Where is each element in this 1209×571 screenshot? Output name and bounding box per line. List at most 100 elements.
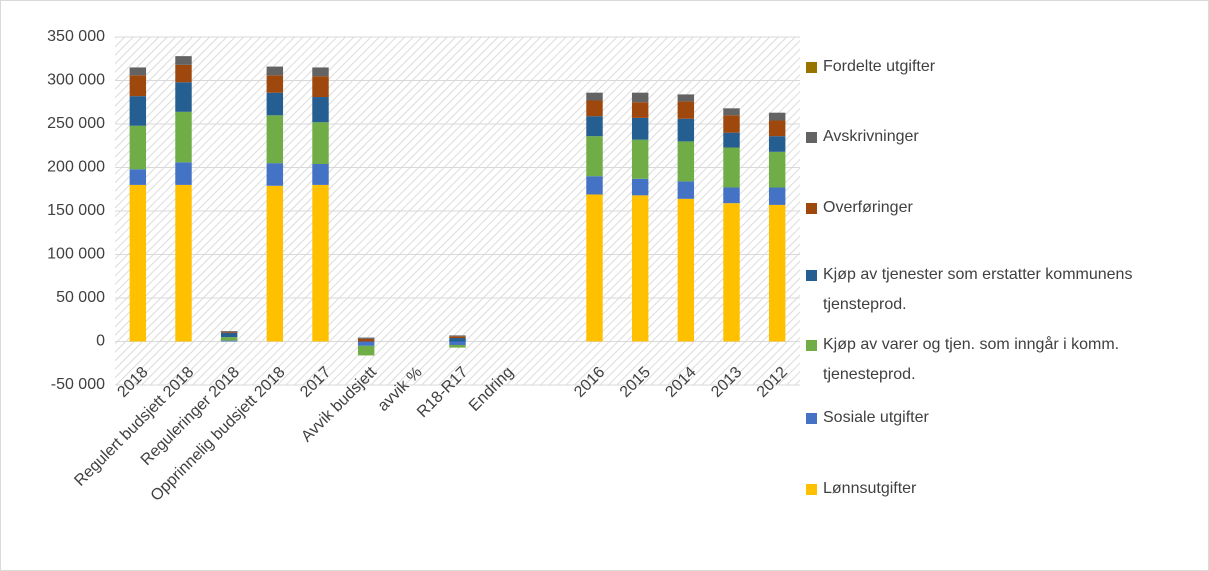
bar-segment — [312, 184, 329, 342]
y-tick-label: 200 000 — [47, 159, 105, 176]
bar-segment — [677, 118, 695, 142]
legend-swatch — [806, 484, 817, 495]
bar-segment — [723, 108, 740, 116]
legend-swatch — [806, 203, 817, 214]
bar-segment — [677, 141, 695, 182]
bar-segment — [768, 112, 786, 121]
bar-segment — [449, 336, 466, 339]
y-tick-label: 50 000 — [56, 289, 105, 306]
bar-segment — [220, 337, 238, 341]
bar-segment — [266, 163, 284, 186]
bar-segment — [175, 184, 192, 342]
bar-segment — [449, 344, 466, 348]
bar-segment — [129, 184, 147, 342]
bar-segment — [631, 117, 649, 140]
legend-item: Kjøp av tjenester som erstatter kommunen… — [806, 260, 1166, 320]
bar-segment — [312, 164, 329, 185]
bar-segment — [312, 67, 329, 77]
bar-segment — [357, 337, 375, 339]
y-tick-label: 0 — [96, 333, 105, 350]
bar-segment — [768, 204, 786, 342]
bar-segment — [129, 96, 147, 126]
bar-segment — [449, 338, 466, 342]
bar-segment — [768, 187, 786, 205]
bar-segment — [357, 338, 375, 342]
legend-item: Kjøp av varer og tjen. som inngår i komm… — [806, 330, 1166, 390]
legend-label: Avskrivninger — [823, 128, 919, 145]
bar-segment — [266, 66, 284, 76]
bar-segment — [175, 56, 192, 65]
legend-item: Avskrivninger — [806, 122, 1166, 152]
bar-segment — [723, 115, 740, 133]
bar-segment — [768, 120, 786, 137]
y-tick-label: -50 000 — [51, 376, 105, 393]
bar-segment — [449, 335, 466, 337]
legend-swatch — [806, 340, 817, 351]
bar-segment — [175, 111, 192, 163]
bar-segment — [768, 136, 786, 152]
bar-segment — [723, 203, 740, 342]
bar-segment — [723, 147, 740, 188]
bar-segment — [129, 169, 147, 185]
bar-segment — [723, 187, 740, 204]
y-tick-label: 100 000 — [47, 246, 105, 263]
bar-segment — [175, 82, 192, 112]
bar-segment — [312, 76, 329, 98]
legend-label: Kjøp av varer og tjen. som inngår i komm… — [823, 336, 1120, 383]
bar-segment — [631, 92, 649, 103]
bar-segment — [677, 94, 695, 102]
bar-segment — [129, 125, 147, 170]
bar-segment — [220, 331, 238, 332]
legend-item: Lønnsutgifter — [806, 474, 1166, 504]
bar-segment — [631, 178, 649, 196]
legend-swatch — [806, 270, 817, 281]
y-tick-label: 150 000 — [47, 202, 105, 219]
bar-segment — [677, 198, 695, 342]
bar-segment — [175, 162, 192, 185]
legend-label: Kjøp av tjenester som erstatter kommunen… — [823, 266, 1133, 313]
bar-segment — [586, 116, 603, 137]
legend-item: Fordelte utgifter — [806, 52, 1166, 82]
bar-segment — [266, 92, 284, 116]
bar-segment — [357, 341, 375, 346]
bar-segment — [129, 75, 147, 97]
legend-item: Sosiale utgifter — [806, 403, 1166, 433]
y-tick-label: 300 000 — [47, 72, 105, 89]
legend-item: Overføringer — [806, 193, 1166, 223]
bar-segment — [449, 341, 466, 345]
legend-label: Overføringer — [823, 199, 913, 216]
bar-segment — [357, 345, 375, 356]
bar-segment — [586, 92, 603, 101]
legend-label: Lønnsutgifter — [823, 480, 917, 497]
legend-label: Fordelte utgifter — [823, 58, 936, 75]
bar-segment — [266, 115, 284, 164]
bar-segment — [586, 136, 603, 177]
bar-segment — [266, 185, 284, 342]
bar-segment — [266, 75, 284, 93]
bar-segment — [220, 331, 238, 333]
legend-label: Sosiale utgifter — [823, 409, 929, 426]
bar-segment — [312, 122, 329, 165]
bar-segment — [677, 181, 695, 199]
bar-segment — [723, 132, 740, 148]
bar-segment — [220, 332, 238, 338]
bar-segment — [220, 340, 238, 342]
bar-segment — [175, 64, 192, 83]
legend-swatch — [806, 413, 817, 424]
bar-segment — [129, 67, 147, 76]
bar-segment — [312, 97, 329, 123]
bar-segment — [631, 139, 649, 179]
y-tick-label: 250 000 — [47, 115, 105, 132]
bar-segment — [631, 195, 649, 342]
bar-segment — [677, 101, 695, 119]
bar-segment — [631, 102, 649, 118]
legend-swatch — [806, 132, 817, 143]
bar-segment — [586, 176, 603, 195]
bar-segment — [586, 194, 603, 342]
bar-segment — [586, 100, 603, 117]
y-tick-label: 350 000 — [47, 28, 105, 45]
bar-segment — [768, 151, 786, 188]
legend-swatch — [806, 62, 817, 73]
